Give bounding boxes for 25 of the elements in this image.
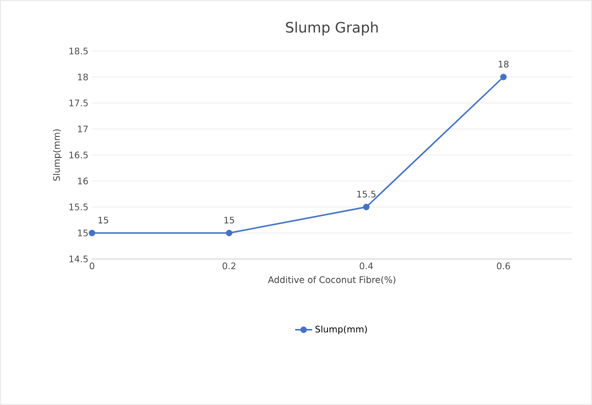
y-axis-title: Slump(mm): [53, 129, 62, 181]
y-tick-label: 14.5: [70, 256, 88, 262]
point: [500, 74, 507, 80]
y-tick-label: 17: [78, 126, 88, 132]
y-tick-label: 17.5: [70, 100, 88, 106]
chart-title: Slump Graph: [286, 22, 378, 36]
data-label: 18: [498, 60, 509, 68]
y-tick-label: 18: [78, 74, 88, 80]
y-tick-label: 16.5: [70, 152, 88, 158]
x-axis-title: Additive of Coconut Fibre(%): [268, 276, 396, 284]
x-tick-label: 0.2: [222, 262, 236, 270]
x-tick-label: 0.6: [496, 262, 510, 270]
y-tick-label: 16: [78, 178, 88, 184]
data-label: 15: [98, 216, 108, 224]
legend-label: Slump(mm): [315, 326, 367, 334]
data-label: 15.5: [357, 190, 376, 198]
y-tick-label: 15: [78, 230, 88, 236]
point: [363, 204, 370, 210]
x-tick-label: 0.4: [360, 262, 373, 270]
y-tick-label: 15.5: [70, 204, 88, 210]
point: [226, 230, 232, 236]
y-tick-label: 18.5: [70, 48, 88, 54]
point: [88, 230, 96, 236]
x-tick-label: 0: [90, 262, 94, 270]
data-label: 15: [224, 216, 234, 224]
